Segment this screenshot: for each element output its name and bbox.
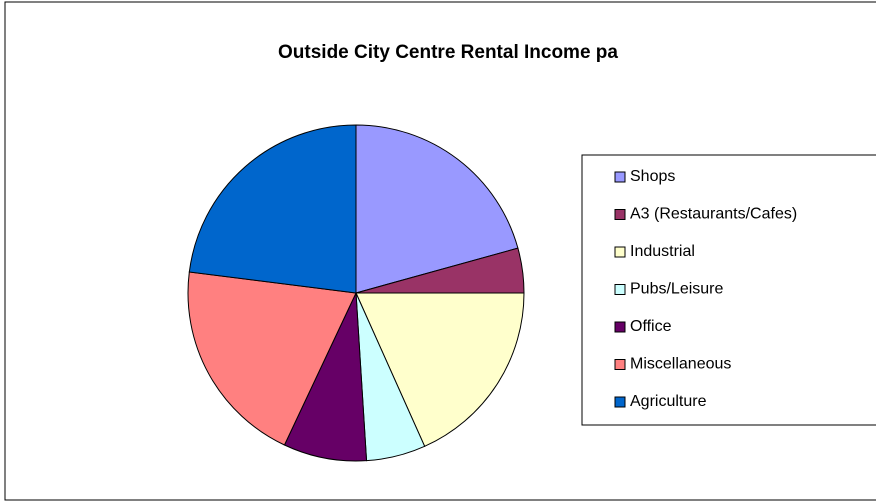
- legend-swatch: [614, 284, 626, 295]
- pie-slice: [355, 124, 519, 294]
- legend-label: Miscellaneous: [630, 356, 731, 373]
- legend-label: Agriculture: [630, 393, 707, 410]
- chart-title: Outside City Centre Rental Income pa: [278, 42, 618, 63]
- legend-swatch: [614, 171, 626, 183]
- legend-label: Industrial: [630, 243, 695, 260]
- legend-label: Shops: [630, 168, 675, 185]
- legend-box: [581, 154, 876, 426]
- legend-swatch: [614, 359, 626, 370]
- pie-slice: [188, 124, 357, 294]
- legend-label: A3 (Restaurants/Cafes): [630, 206, 797, 223]
- legend-swatch: [614, 246, 626, 258]
- legend-label: Pubs/Leisure: [630, 281, 723, 298]
- legend-swatch: [614, 321, 626, 333]
- pie-slice: [187, 271, 357, 446]
- legend-label: Office: [630, 318, 672, 335]
- pie-slice: [355, 292, 525, 447]
- legend-swatch: [614, 396, 626, 408]
- legend-swatch: [614, 209, 626, 220]
